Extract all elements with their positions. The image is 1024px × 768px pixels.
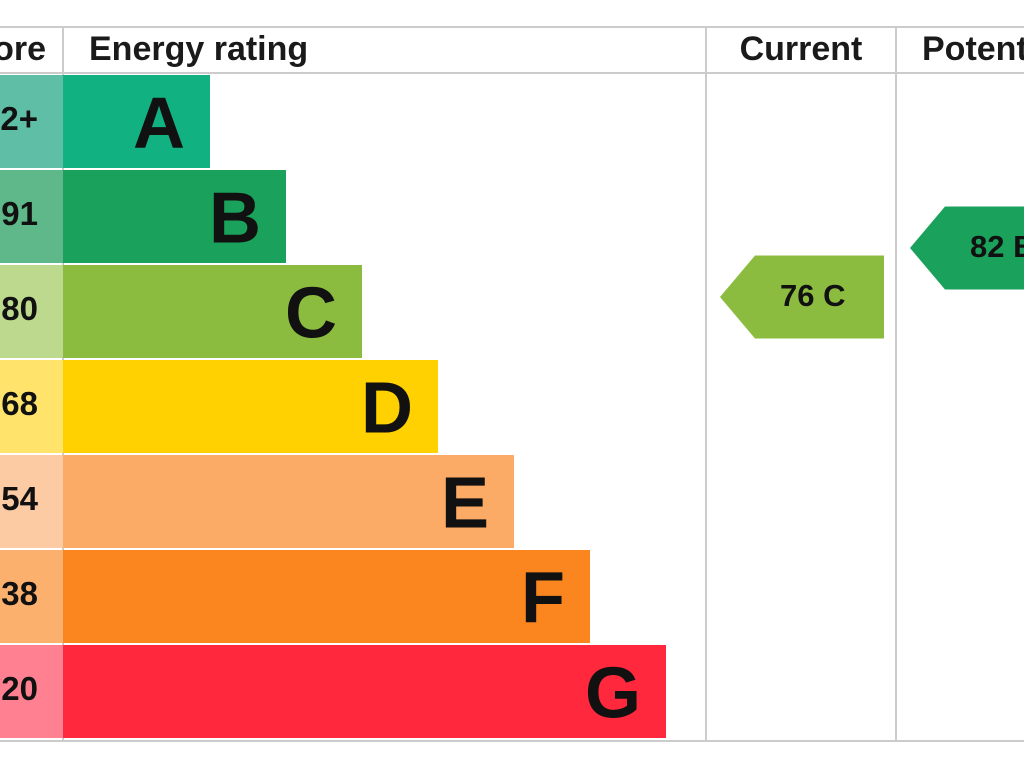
score-cell — [0, 550, 63, 643]
score-cell — [0, 265, 63, 358]
rating-bar — [63, 75, 210, 168]
rating-bar — [63, 265, 362, 358]
potential-label: 82 B — [970, 229, 1024, 264]
score-cell — [0, 455, 63, 548]
rating-bar — [63, 170, 286, 263]
rating-bar — [63, 645, 666, 738]
score-range: 81-91 — [0, 195, 38, 232]
rating-letter: E — [441, 464, 489, 544]
rating-letter: G — [585, 654, 641, 734]
score-range: 21-38 — [0, 575, 38, 612]
score-range: 1-20 — [0, 670, 38, 707]
current-label: 76 C — [780, 278, 845, 313]
rating-bar — [63, 550, 590, 643]
current-arrow — [720, 255, 884, 339]
rating-bar — [63, 455, 514, 548]
score-cell — [0, 170, 63, 263]
score-cell — [0, 360, 63, 453]
score-range: 69-80 — [0, 290, 38, 327]
header-score: Score — [0, 30, 46, 68]
header-potential: Potential — [922, 30, 1024, 68]
rating-bar — [63, 360, 438, 453]
rating-letter: F — [521, 559, 565, 639]
header-rating: Energy rating — [89, 30, 308, 68]
header-current: Current — [740, 30, 863, 68]
score-cell — [0, 75, 63, 168]
score-range: 39-54 — [0, 480, 39, 517]
score-range: 92+ — [0, 100, 38, 137]
score-cell — [0, 645, 63, 738]
potential-arrow — [910, 206, 1024, 290]
rating-letter: A — [133, 84, 185, 164]
rating-letter: B — [209, 179, 261, 259]
score-range: 55-68 — [0, 385, 38, 422]
rating-letter: D — [361, 369, 413, 449]
rating-letter: C — [285, 274, 337, 354]
